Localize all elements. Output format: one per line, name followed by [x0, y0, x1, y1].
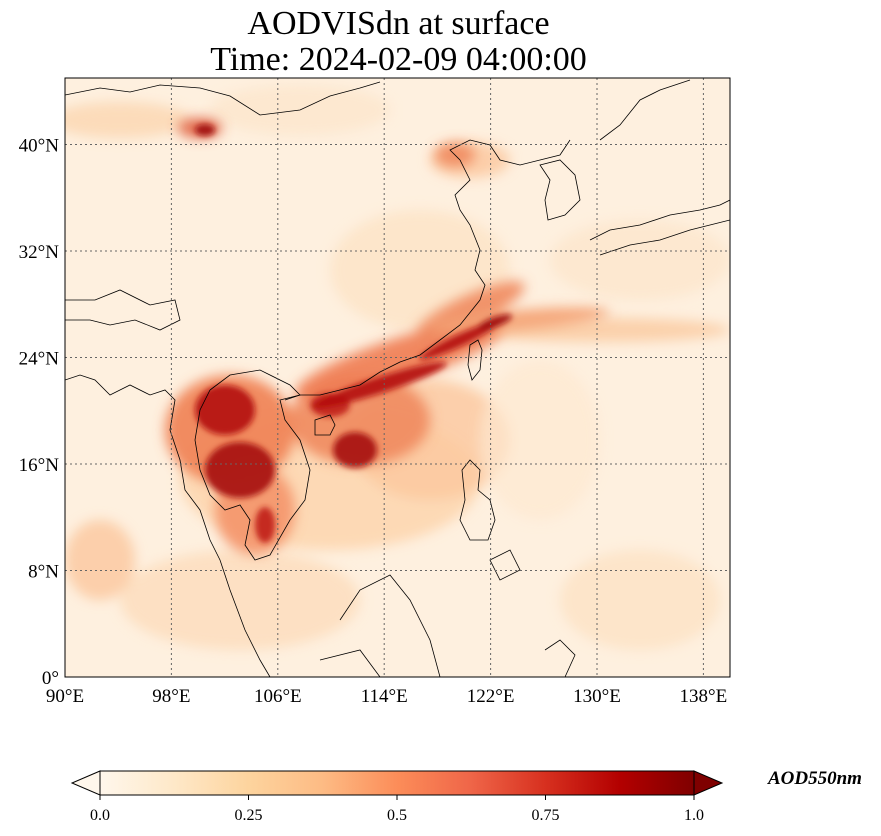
- lon-tick-label: 130°E: [573, 686, 621, 707]
- coastlines: [65, 79, 730, 677]
- lon-tick-label: 138°E: [680, 686, 728, 707]
- lat-tick-labels: 0° 8°N 16°N 24°N 32°N 40°N: [19, 136, 60, 689]
- lat-tick-label: 24°N: [19, 349, 60, 370]
- lon-tick-label: 114°E: [361, 686, 408, 707]
- colorbar-tick-label: 1.0: [684, 807, 704, 824]
- colorbar-ticks: 0.0 0.25 0.5 0.75 1.0: [90, 795, 704, 824]
- lon-tick-label: 122°E: [467, 686, 515, 707]
- colorbar-tick-label: 0.5: [387, 807, 407, 824]
- lon-tick-labels: 90°E 98°E 106°E 114°E 122°E 130°E 138°E: [46, 686, 727, 707]
- gridlines: [65, 78, 730, 677]
- colorbar-extend-high: [693, 770, 724, 796]
- map-subtitle: Time: 2024-02-09 04:00:00: [210, 41, 587, 78]
- lat-tick-label: 16°N: [19, 455, 60, 476]
- lat-tick-label: 8°N: [28, 562, 59, 583]
- lat-tick-label: 40°N: [19, 136, 60, 157]
- colorbar-extend-low: [70, 770, 101, 796]
- lon-tick-label: 98°E: [152, 686, 190, 707]
- colorbar-label: AOD550nm: [768, 768, 862, 789]
- colorbar: 0.0 0.25 0.5 0.75 1.0: [70, 770, 724, 824]
- lat-tick-label: 0°: [42, 668, 59, 689]
- map-title: AODVISdn at surface: [247, 5, 550, 42]
- map-frame: [64, 77, 731, 678]
- colorbar-tick-label: 0.0: [90, 807, 110, 824]
- lat-tick-label: 32°N: [19, 242, 60, 263]
- lon-tick-label: 90°E: [46, 686, 84, 707]
- colorbar-tick-label: 0.75: [532, 807, 560, 824]
- lon-tick-label: 106°E: [254, 686, 302, 707]
- colorbar-gradient: [99, 770, 695, 796]
- aod-dense-core: [195, 124, 513, 543]
- colorbar-tick-label: 0.25: [235, 807, 263, 824]
- aod-field: [65, 78, 730, 677]
